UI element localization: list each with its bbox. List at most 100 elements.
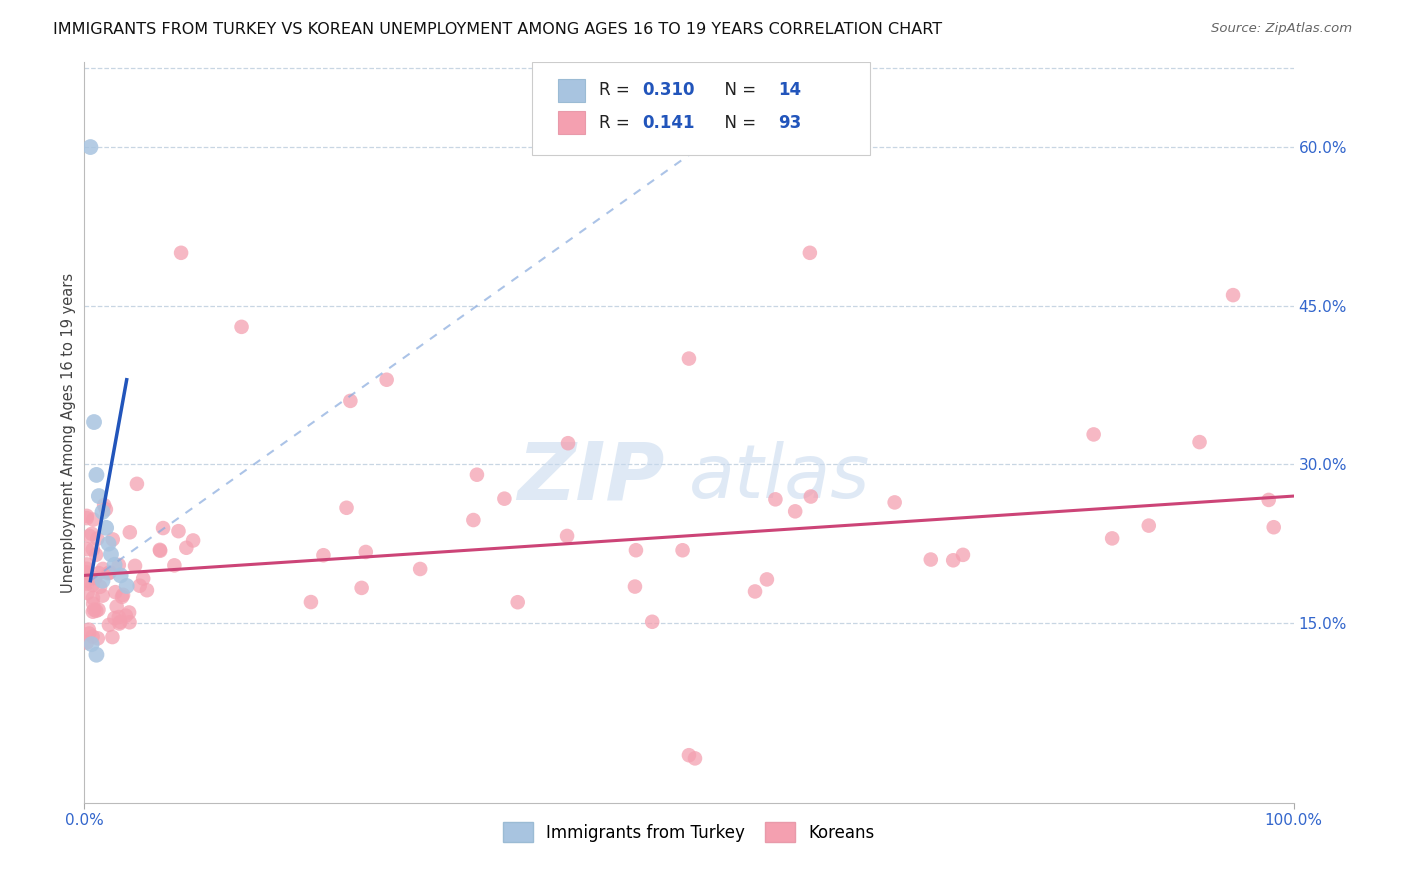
Point: [118, 525, 141, 540]
Text: atlas: atlas: [689, 441, 870, 513]
Point: [82, 591, 104, 605]
Point: [624, 543, 647, 558]
Point: [920, 552, 942, 566]
Point: [84, 571, 107, 585]
Point: [124, 558, 146, 573]
Point: [149, 542, 172, 557]
Point: [94, 502, 117, 516]
Point: [152, 521, 174, 535]
Text: R =: R =: [599, 114, 636, 132]
Text: 14: 14: [779, 81, 801, 99]
Point: [110, 615, 132, 629]
Point: [87, 632, 110, 646]
Text: Source: ZipAtlas.com: Source: ZipAtlas.com: [1212, 22, 1353, 36]
Point: [87, 566, 110, 581]
Point: [678, 351, 700, 366]
Point: [115, 579, 138, 593]
Point: [76, 511, 98, 525]
Point: [112, 588, 135, 602]
Point: [76, 574, 98, 588]
FancyBboxPatch shape: [558, 112, 585, 135]
Point: [82, 542, 104, 557]
Point: [76, 586, 98, 600]
Point: [77, 626, 100, 640]
Point: [125, 476, 148, 491]
Point: [1101, 532, 1123, 546]
Point: [118, 615, 141, 630]
Point: [91, 505, 114, 519]
Legend: Immigrants from Turkey, Koreans: Immigrants from Turkey, Koreans: [495, 814, 883, 850]
Point: [82, 578, 104, 592]
Point: [91, 574, 114, 588]
Point: [765, 492, 787, 507]
Point: [82, 605, 104, 619]
Text: 93: 93: [779, 114, 801, 132]
Point: [97, 618, 120, 632]
Point: [641, 615, 664, 629]
Point: [671, 543, 693, 558]
Point: [149, 543, 172, 558]
Point: [375, 373, 398, 387]
Point: [339, 393, 361, 408]
Point: [76, 576, 98, 591]
Point: [115, 608, 138, 623]
Point: [76, 562, 98, 576]
Point: [101, 630, 124, 644]
Point: [82, 513, 104, 527]
Point: [785, 504, 807, 518]
Point: [107, 610, 129, 624]
Point: [76, 635, 98, 649]
Point: [111, 590, 134, 604]
Point: [163, 558, 186, 573]
Point: [683, 751, 706, 765]
Point: [350, 581, 373, 595]
Point: [555, 529, 578, 543]
Point: [91, 589, 114, 603]
Text: 0.310: 0.310: [641, 81, 695, 99]
Point: [463, 513, 485, 527]
Point: [335, 500, 357, 515]
Point: [942, 553, 965, 567]
Point: [799, 245, 821, 260]
FancyBboxPatch shape: [531, 62, 870, 155]
Point: [97, 537, 120, 551]
Point: [299, 595, 322, 609]
Point: [93, 498, 115, 512]
Point: [83, 602, 105, 616]
Point: [105, 599, 128, 614]
Point: [76, 566, 98, 580]
Point: [87, 602, 110, 616]
Point: [800, 490, 823, 504]
Point: [128, 579, 150, 593]
Point: [76, 542, 98, 557]
Text: R =: R =: [599, 81, 636, 99]
Point: [136, 583, 159, 598]
Point: [98, 566, 121, 580]
Point: [87, 489, 110, 503]
Text: N =: N =: [714, 114, 762, 132]
Point: [86, 648, 108, 662]
Point: [1083, 427, 1105, 442]
Point: [557, 436, 579, 450]
Point: [82, 630, 104, 644]
Point: [132, 572, 155, 586]
Point: [76, 558, 98, 572]
Point: [80, 637, 103, 651]
Point: [170, 245, 193, 260]
Point: [77, 623, 100, 637]
Point: [79, 140, 101, 154]
FancyBboxPatch shape: [558, 78, 585, 102]
Text: 0.141: 0.141: [641, 114, 695, 132]
Text: N =: N =: [714, 81, 762, 99]
Text: IMMIGRANTS FROM TURKEY VS KOREAN UNEMPLOYMENT AMONG AGES 16 TO 19 YEARS CORRELAT: IMMIGRANTS FROM TURKEY VS KOREAN UNEMPLO…: [53, 22, 942, 37]
Point: [104, 558, 127, 572]
Point: [108, 558, 131, 572]
Point: [181, 533, 204, 548]
Point: [80, 527, 103, 541]
Point: [354, 545, 377, 559]
Point: [744, 584, 766, 599]
Point: [624, 580, 647, 594]
Point: [84, 604, 107, 618]
Point: [103, 611, 125, 625]
Point: [952, 548, 974, 562]
